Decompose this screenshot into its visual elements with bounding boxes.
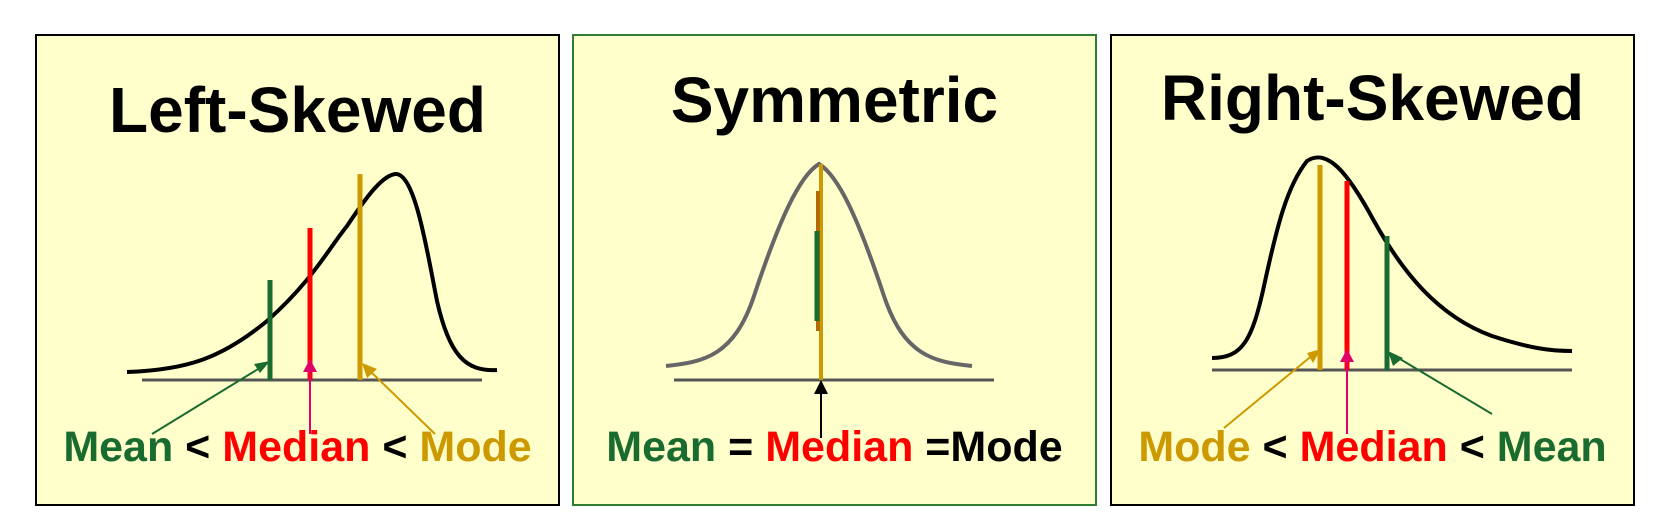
panel-title: Right-Skewed: [1160, 62, 1585, 134]
panel-left-skewed: Left-Skewed Mean < Median < Mode: [35, 34, 560, 506]
mean-arrow: [151, 365, 264, 435]
mean-arrowhead: [254, 361, 270, 373]
left-skewed-diagram: [126, 172, 498, 435]
equals-symbol: =: [913, 423, 951, 471]
mean-label: Mean: [63, 423, 174, 471]
median-arrowhead: [303, 359, 317, 372]
less-than-symbol: <: [1447, 423, 1497, 471]
symmetric-diagram: [665, 161, 994, 438]
panel-title: Symmetric: [670, 64, 999, 136]
panel-title: Left-Skewed: [109, 74, 486, 146]
mean-arrowhead: [1388, 351, 1403, 366]
less-than-symbol: <: [1250, 423, 1300, 471]
mean-label: Mean: [606, 423, 717, 471]
mode-arrowhead: [362, 363, 377, 378]
panel-symmetric: Symmetric Mean = Median =Mode: [572, 34, 1097, 506]
center-arrowhead: [814, 380, 828, 394]
middle-caption: Mean = Median =Mode: [574, 426, 1095, 469]
distribution-curve: [1211, 155, 1573, 360]
mode-arrow: [1223, 353, 1315, 429]
right-skewed-diagram: [1211, 155, 1573, 434]
mode-arrow: [368, 369, 436, 435]
equals-symbol: =: [716, 423, 766, 471]
less-than-symbol: <: [370, 423, 420, 471]
panel-right-skewed: Right-Skewed Mode < Median < Mean: [1110, 34, 1635, 506]
mode-label: Mode: [950, 423, 1063, 471]
mean-label: Mean: [1496, 423, 1607, 471]
distribution-curve: [126, 172, 498, 374]
mode-arrowhead: [1307, 349, 1321, 363]
mode-label: Mode: [419, 423, 532, 471]
right-caption: Mode < Median < Mean: [1112, 426, 1633, 469]
median-label: Median: [765, 423, 914, 471]
median-arrowhead: [1340, 349, 1354, 362]
left-caption: Mean < Median < Mode: [37, 426, 558, 469]
mean-arrow: [1394, 355, 1493, 415]
median-label: Median: [222, 423, 371, 471]
median-label: Median: [1299, 423, 1448, 471]
less-than-symbol: <: [173, 423, 223, 471]
mode-label: Mode: [1138, 423, 1251, 471]
